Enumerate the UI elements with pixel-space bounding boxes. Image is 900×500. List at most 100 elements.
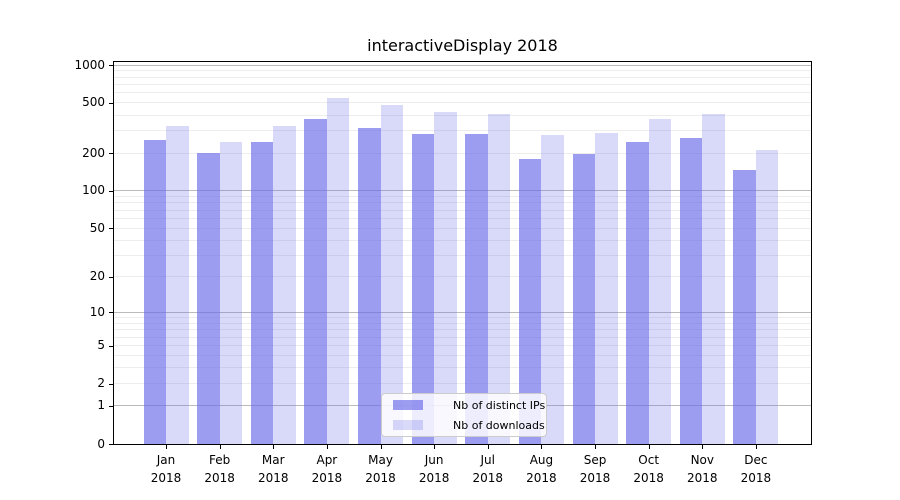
y-tick-mark bbox=[109, 312, 113, 314]
x-tick-label: Nov 2018 bbox=[671, 451, 733, 487]
gridline-minor bbox=[114, 196, 811, 198]
x-tick-mark bbox=[755, 445, 757, 449]
x-tick-year: 2018 bbox=[150, 471, 182, 485]
x-tick-month: Oct bbox=[638, 453, 660, 467]
gridline-minor bbox=[114, 367, 811, 369]
x-tick-month: Jun bbox=[424, 453, 444, 467]
x-tick-month: Feb bbox=[209, 453, 231, 467]
x-tick-month: May bbox=[368, 453, 393, 467]
gridline-minor bbox=[114, 227, 811, 229]
bar-distinct-ips bbox=[304, 118, 327, 444]
y-tick-label: 10 bbox=[89, 304, 105, 319]
gridline-minor bbox=[114, 130, 811, 132]
left-spine bbox=[113, 62, 114, 444]
plot-area: 0 1 2 5 10 20 50 100 200 500 1000 Jan 2018 Feb 2018 Mar… bbox=[74, 58, 812, 485]
gridline-minor bbox=[114, 383, 811, 385]
chart-title: interactiveDisplay 2018 bbox=[367, 36, 558, 55]
x-tick-mark bbox=[648, 445, 650, 449]
bar-downloads bbox=[219, 142, 243, 444]
bar-distinct-ips bbox=[143, 140, 166, 444]
x-tick-year: 2018 bbox=[204, 471, 235, 485]
x-tick-year: 2018 bbox=[526, 471, 557, 485]
x-tick-label: Apr 2018 bbox=[296, 451, 358, 487]
bar-downloads bbox=[273, 125, 296, 444]
x-tick-label: Dec 2018 bbox=[725, 451, 787, 487]
legend-row: Nb of downloads bbox=[382, 415, 546, 435]
bar-downloads bbox=[702, 113, 725, 444]
gridline-minor bbox=[114, 239, 811, 241]
y-tick-mark bbox=[109, 405, 113, 407]
bar-downloads bbox=[595, 133, 618, 444]
bar-downloads bbox=[487, 113, 511, 444]
bar-downloads bbox=[755, 150, 779, 444]
x-tick-year: 2018 bbox=[687, 471, 718, 485]
y-tick-label: 2 bbox=[97, 376, 105, 391]
bar-downloads bbox=[380, 104, 404, 444]
gridline-minor bbox=[114, 317, 811, 319]
y-tick-label: 100 bbox=[82, 183, 105, 198]
x-tick-label: Mar 2018 bbox=[242, 451, 304, 487]
gridline-major bbox=[114, 311, 811, 313]
y-tick-label: 1 bbox=[97, 398, 105, 413]
y-tick-label: 500 bbox=[82, 95, 105, 110]
x-tick-mark bbox=[166, 445, 167, 449]
bar-distinct-ips bbox=[626, 141, 649, 444]
bar-downloads bbox=[648, 119, 672, 444]
x-tick-month: Sep bbox=[583, 453, 607, 467]
x-tick-month: Aug bbox=[529, 453, 554, 467]
gridline-minor bbox=[114, 70, 811, 72]
gridline-major bbox=[114, 64, 811, 66]
legend: Nb of distinct IPs Nb of downloads bbox=[381, 393, 547, 437]
top-spine bbox=[113, 61, 812, 62]
gridline-minor bbox=[114, 209, 811, 211]
x-tick-mark bbox=[380, 445, 382, 449]
x-tick-mark bbox=[595, 445, 597, 449]
bar-distinct-ips bbox=[679, 138, 703, 444]
gridline-minor bbox=[114, 202, 811, 204]
x-tick-month: Nov bbox=[690, 453, 714, 467]
x-tick-month: Jul bbox=[480, 453, 495, 467]
x-tick-label: Feb 2018 bbox=[189, 451, 251, 487]
gridline-minor bbox=[114, 329, 811, 331]
y-tick-mark bbox=[109, 153, 113, 155]
gridline-minor bbox=[114, 152, 811, 154]
x-tick-mark bbox=[541, 445, 543, 449]
gridline-minor bbox=[114, 255, 811, 257]
legend-swatch bbox=[393, 420, 423, 430]
y-tick-label: 0 bbox=[97, 436, 105, 451]
y-tick-label: 50 bbox=[89, 220, 105, 235]
y-tick-label: 200 bbox=[82, 145, 105, 160]
legend-row: Nb of distinct IPs bbox=[382, 395, 546, 415]
x-tick-label: Oct 2018 bbox=[618, 451, 680, 487]
gridline-minor bbox=[114, 92, 811, 94]
y-tick-mark bbox=[109, 276, 113, 278]
gridline-minor bbox=[114, 84, 811, 86]
gridline-minor bbox=[114, 322, 811, 324]
x-tick-mark bbox=[273, 445, 275, 449]
x-tick-year: 2018 bbox=[311, 471, 343, 485]
x-tick-label: Jun 2018 bbox=[403, 451, 465, 487]
legend-label: Nb of distinct IPs bbox=[453, 398, 546, 412]
x-tick-month: Apr bbox=[316, 453, 338, 467]
gridline-minor bbox=[114, 276, 811, 278]
y-tick-label: 20 bbox=[89, 269, 105, 284]
bar-distinct-ips bbox=[465, 133, 488, 444]
gridline-minor bbox=[114, 217, 811, 219]
x-tick-mark bbox=[434, 445, 436, 449]
y-tick-mark bbox=[109, 383, 113, 385]
bar-downloads bbox=[541, 134, 564, 444]
x-tick-month: Mar bbox=[261, 453, 285, 467]
x-tick-year: 2018 bbox=[365, 471, 396, 485]
x-tick-label: Jul 2018 bbox=[457, 451, 519, 487]
x-tick-label: Aug 2018 bbox=[510, 451, 572, 487]
bar-distinct-ips bbox=[518, 158, 542, 444]
x-tick-mark bbox=[487, 445, 489, 449]
bar-downloads bbox=[326, 98, 350, 444]
y-tick-mark bbox=[109, 444, 113, 445]
x-tick-year: 2018 bbox=[472, 471, 504, 485]
bar-distinct-ips bbox=[733, 170, 756, 444]
gridline-minor bbox=[114, 114, 811, 116]
y-tick-mark bbox=[109, 102, 113, 104]
x-tick-mark bbox=[326, 445, 328, 449]
